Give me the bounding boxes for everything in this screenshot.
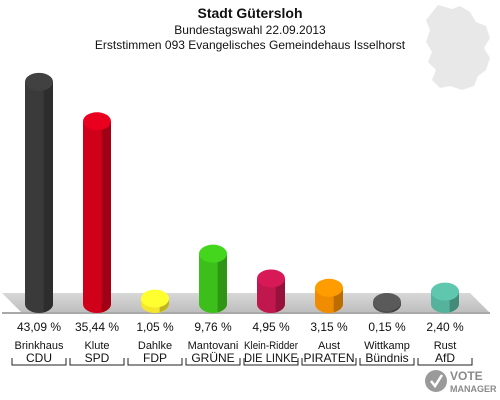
- candidate-label: Mantovani: [188, 340, 239, 352]
- category-bracket: [69, 358, 125, 366]
- bar-cap: [373, 293, 401, 311]
- bar-cap: [83, 112, 111, 131]
- bar-shade: [101, 121, 111, 313]
- bar-cap: [315, 278, 343, 297]
- bar-fdp: [141, 289, 169, 313]
- bar-b-ndnis: [373, 293, 401, 313]
- candidate-label: Wittkamp: [364, 340, 410, 352]
- party-label: CDU: [26, 351, 52, 365]
- value-label: 0,15 %: [368, 320, 406, 334]
- party-label: Bündnis: [365, 351, 408, 365]
- bar-cap: [199, 244, 227, 263]
- bar-die-linke: [257, 269, 285, 313]
- bar-cap: [25, 72, 53, 91]
- party-label: SPD: [85, 351, 110, 365]
- category-bracket: [127, 358, 183, 366]
- bar-shade: [275, 278, 285, 313]
- bar-shade: [217, 253, 227, 313]
- party-label: AfD: [435, 351, 455, 365]
- candidate-label: Dahlke: [138, 340, 172, 352]
- candidate-label: Klute: [84, 340, 109, 352]
- chart-subtitle-2: Erststimmen 093 Evangelisches Gemeindeha…: [95, 38, 406, 52]
- value-label: 2,40 %: [426, 320, 464, 334]
- category-bracket: [185, 358, 241, 366]
- bar-shade: [43, 81, 53, 313]
- category-bracket: [243, 358, 299, 366]
- category-bracket: [359, 358, 415, 366]
- bar-cap: [141, 289, 169, 308]
- value-label: 1,05 %: [136, 320, 174, 334]
- category-bracket: [417, 358, 473, 366]
- logo-text-vote: VOTE: [450, 369, 483, 383]
- chart-floor: [2, 293, 490, 313]
- category-bracket: [11, 358, 67, 366]
- bar-afd: [431, 282, 459, 313]
- candidate-label: Aust: [318, 340, 340, 352]
- value-label: 43,09 %: [17, 320, 61, 334]
- chart-title: Stadt Gütersloh: [197, 5, 302, 21]
- chart-subtitle: Bundestagswahl 22.09.2013: [174, 23, 326, 37]
- value-label: 35,44 %: [75, 320, 119, 334]
- party-label: FDP: [143, 351, 167, 365]
- value-label: 9,76 %: [194, 320, 232, 334]
- bar-gr-ne: [199, 244, 227, 313]
- bar-spd: [83, 112, 111, 313]
- party-label: GRÜNE: [191, 351, 234, 365]
- bar-cap: [431, 282, 459, 301]
- candidate-label: Klein-Ridder: [244, 340, 298, 352]
- bar-piraten: [315, 278, 343, 313]
- candidate-label: Rust: [434, 340, 457, 352]
- value-label: 3,15 %: [310, 320, 348, 334]
- vote-manager-logo: VOTE MANAGER: [425, 369, 497, 394]
- bar-cap: [257, 269, 285, 288]
- bar-cdu: [25, 72, 53, 314]
- value-label: 4,95 %: [252, 320, 290, 334]
- party-label: PIRATEN: [303, 351, 354, 365]
- candidate-label: Brinkhaus: [15, 340, 64, 352]
- germany-map-icon: [426, 5, 490, 90]
- value-label-group: 43,09 % 35,44 % 1,05 % 9,76 % 4,95 % 3,15 % 0,…: [17, 320, 464, 334]
- bar-group: [25, 72, 459, 314]
- party-label: DIE LINKE: [244, 351, 298, 365]
- category-bracket: [301, 358, 357, 366]
- chart-floor-edge: [2, 312, 490, 314]
- logo-text-manager: MANAGER: [450, 384, 497, 394]
